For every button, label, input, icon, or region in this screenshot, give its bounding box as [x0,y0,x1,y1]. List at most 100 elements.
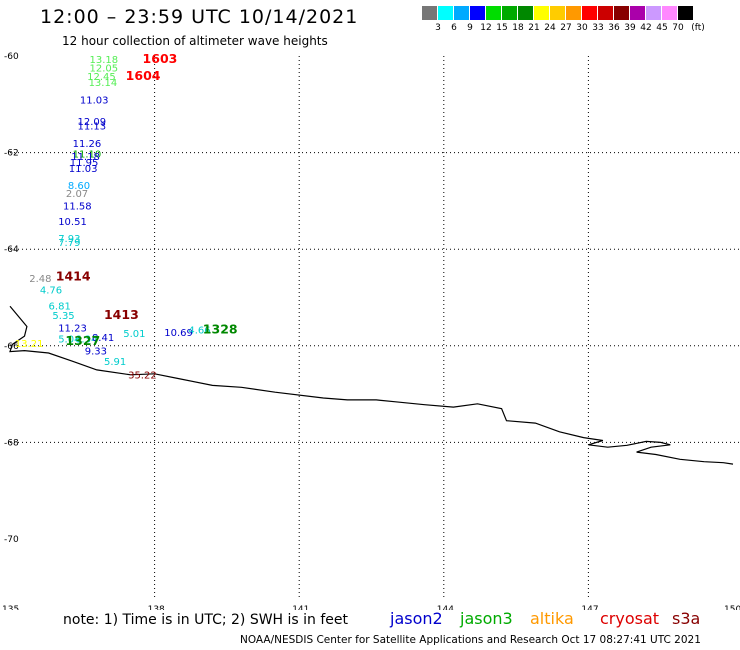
wave-height-value: 11.23 [58,323,87,334]
wave-height-value: 35.22 [128,371,157,382]
longitude-label: 141 [292,605,309,610]
scale-swatch [646,6,662,20]
scale-label: 21 [528,23,540,33]
scale-swatch [566,6,582,20]
scale-label: 36 [608,23,620,33]
longitude-label: 147 [581,605,598,610]
scale-swatch [518,6,534,20]
scale-label: 27 [560,23,572,33]
pass-time-label: 1604 [126,68,161,83]
wave-height-value: 8.60 [68,181,90,192]
pass-time-label: 1413 [104,307,139,322]
scale-label: 42 [640,23,652,33]
satellite-altika: altika [530,609,574,628]
wave-height-value: 7.93 [58,234,80,245]
scale-label: 33 [592,23,604,33]
wave-height-value: 13.21 [15,339,44,350]
longitude-label: 150 [724,605,740,610]
scale-label: 18 [512,23,524,33]
wave-height-value: 5.35 [52,311,74,322]
satellite-jason2: jason2 [390,609,443,628]
latitude-label: -68 [4,438,19,448]
map-subtitle: 12 hour collection of altimeter wave hei… [62,34,328,48]
wave-height-value: 11.26 [73,139,102,150]
scale-swatch [486,6,502,20]
wave-height-value: 7.79 [58,238,80,249]
scale-swatch [470,6,486,20]
latitude-label: -66 [4,342,19,352]
scale-swatch [614,6,630,20]
satellite-cryosat: cryosat [600,609,660,628]
wave-height-value: 11.18 [71,152,100,163]
wave-height-value: 10.51 [58,217,87,228]
scale-label: 45 [656,23,668,33]
scale-label: 70 [672,23,684,33]
scale-swatch [550,6,566,20]
wave-height-value: 4.66 [188,326,210,337]
scale-swatch [422,6,438,20]
wave-height-value: 11.03 [69,164,98,175]
pass-time-label: 1327 [65,333,100,348]
satellite-jason3: jason3 [460,609,513,628]
wave-height-value: 12.05 [90,63,119,74]
scale-label: 12 [480,23,492,33]
scale-label: 6 [451,23,457,33]
map-title: 12:00 – 23:59 UTC 10/14/2021 [40,6,359,28]
wave-height-value: 11.13 [77,121,106,132]
wave-height-value: 2.48 [29,274,51,285]
scale-swatch [662,6,678,20]
latitude-label: -60 [4,52,19,62]
scale-swatch [598,6,614,20]
pass-time-label: 1328 [203,322,238,337]
wave-height-value: 11.95 [70,158,99,169]
axis-labels: -60 -62 -64 -66 -68 -70 135 138 141 144 147 150 [2,52,740,610]
longitude-label: 138 [148,605,165,610]
wave-height-value: 11.58 [63,202,92,213]
latitude-label: -64 [4,245,19,255]
pass-time-label: 1603 [143,51,178,66]
coastline [9,305,734,465]
scale-swatch [438,6,454,20]
wave-height-value: 12.45 [87,72,116,83]
scale-swatch [454,6,470,20]
wave-height-value: 13.18 [90,55,119,66]
wave-height-value: 5.91 [104,357,126,368]
wave-height-value: 11.03 [80,95,109,106]
scale-swatch [678,6,694,20]
antarctic-coastline [9,305,734,465]
scale-label: 15 [496,23,508,33]
wave-height-value: 11.10 [73,149,102,160]
footer-note: note: 1) Time is in UTC; 2) SWH is in fe… [63,612,349,628]
scale-swatch [630,6,646,20]
wave-height-value: 6.34 [75,334,97,345]
wave-height-value: 2.07 [66,189,88,200]
grid-lines [10,56,740,598]
pass-time-label: 1414 [56,269,91,284]
scale-label: 39 [624,23,636,33]
scale-label: 9 [467,23,473,33]
scale-label: 30 [576,23,588,33]
scale-swatch [534,6,550,20]
wave-height-value: 13.14 [89,78,118,89]
scale-label: 3 [435,23,441,33]
color-scale-bar [422,6,694,20]
wave-height-map: -60 -62 -64 -66 -68 -70 135 138 141 144 147 150 13.… [2,51,740,610]
longitude-label: 135 [2,605,19,610]
wave-height-value: 12.09 [77,117,106,128]
scale-label: 24 [544,23,556,33]
wave-height-value: 5.01 [123,329,145,340]
satellite-s3a: s3a [672,609,701,628]
wave-height-value: 5.04 [58,334,80,345]
scale-swatch [502,6,518,20]
scale-unit: (ft) [691,23,705,33]
wave-height-value: 4.76 [40,286,62,297]
wave-height-value: 6.81 [49,302,71,313]
wave-height-value: 9.33 [85,346,107,357]
scale-swatch [582,6,598,20]
wave-height-value: 8.41 [92,333,114,344]
wave-height-value: 10.69 [164,328,193,339]
latitude-label: -70 [4,535,19,545]
credit-line: NOAA/NESDIS Center for Satellite Applica… [240,634,701,646]
longitude-label: 144 [437,605,454,610]
